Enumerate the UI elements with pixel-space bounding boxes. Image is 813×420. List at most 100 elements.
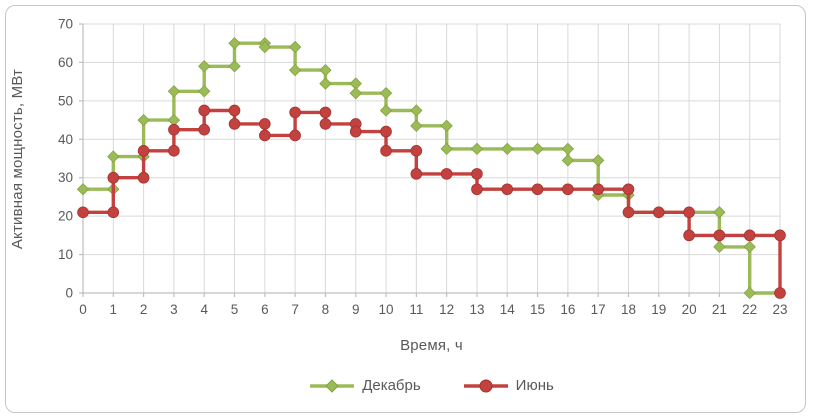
legend-label-december: Декабрь [362,377,421,394]
y-tick-label: 0 [65,286,73,301]
marker-circle [440,168,453,180]
x-tick-label: 2 [140,302,148,317]
marker-circle [107,171,120,184]
marker-circle [592,183,604,196]
x-tick-label: 8 [322,302,330,317]
chart-frame [5,5,806,413]
marker-circle [168,123,180,136]
marker-circle [743,229,756,242]
x-tick-label: 22 [742,302,757,317]
marker-diamond [198,60,211,73]
marker-circle [622,206,635,219]
legend-item-june: Июнь [463,377,554,394]
marker-circle [410,168,423,180]
x-tick-label: 10 [379,302,394,317]
series-line-Декабрь [83,41,780,295]
y-tick-label: 30 [58,170,73,185]
marker-diamond [167,85,181,98]
marker-diamond [561,154,575,167]
legend-line-diamond-icon [310,378,355,393]
x-tick-label: 23 [772,302,787,317]
y-tick-label: 20 [58,209,73,224]
x-tick-label: 5 [231,302,239,317]
marker-diamond [76,183,90,196]
marker-diamond [288,63,302,77]
marker-diamond [198,85,211,98]
marker-circle [774,287,786,299]
marker-circle [137,145,150,157]
marker-diamond [228,37,241,50]
y-tick-label: 50 [58,93,73,108]
x-tick-label: 3 [170,302,178,317]
marker-circle [471,168,483,180]
marker-diamond [531,142,544,156]
x-tick-label: 20 [682,302,697,317]
marker-circle [137,171,150,184]
marker-circle [349,125,362,138]
marker-diamond [713,206,726,219]
marker-diamond [440,119,453,133]
x-tick-label: 17 [591,302,606,317]
marker-circle [683,206,695,219]
marker-circle [228,118,241,130]
x-tick-label: 6 [261,302,269,317]
x-axis-title: Время, ч [400,337,463,354]
x-tick-label: 1 [110,302,118,317]
legend-line-circle-icon [463,379,508,392]
marker-circle [289,129,301,142]
marker-diamond [410,104,423,117]
marker-diamond [379,87,393,100]
marker-circle [774,229,786,242]
marker-diamond [592,154,605,167]
marker-circle [198,104,211,117]
marker-diamond [349,87,362,100]
x-tick-label: 12 [439,302,454,317]
marker-circle [562,183,574,196]
marker-diamond [743,240,756,254]
marker-circle [713,229,726,242]
marker-diamond [561,142,575,156]
x-tick-label: 0 [79,302,87,317]
marker-diamond [379,104,393,117]
marker-circle [259,129,271,142]
legend: Декабрь Июнь [83,377,780,394]
marker-circle [380,125,392,138]
marker-circle [410,145,423,157]
legend-item-december: Декабрь [309,377,421,394]
x-tick-label: 15 [530,302,545,317]
x-tick-label: 11 [409,302,423,317]
marker-circle [471,183,483,196]
marker-diamond [440,142,453,156]
marker-diamond [319,77,332,90]
x-tick-label: 16 [560,302,575,317]
marker-circle [319,118,332,130]
marker-circle [228,104,241,117]
marker-circle [319,106,332,119]
legend-label-june: Июнь [515,377,554,394]
x-tick-label: 7 [291,302,299,317]
marker-circle [501,183,514,196]
marker-circle [289,106,301,119]
marker-diamond [470,142,484,156]
marker-diamond [137,113,150,127]
marker-circle [198,123,211,136]
marker-circle [622,183,635,196]
marker-circle [77,206,89,219]
x-tick-label: 19 [651,302,666,317]
marker-circle [531,183,544,196]
marker-circle [107,206,120,219]
marker-diamond [288,40,302,54]
marker-circle [380,145,392,157]
marker-circle [683,229,695,242]
marker-diamond [107,150,120,163]
marker-diamond [258,40,271,54]
marker-diamond [228,60,241,73]
y-tick-label: 60 [58,55,73,70]
x-tick-label: 13 [469,302,484,317]
x-tick-label: 9 [352,302,360,317]
x-tick-label: 18 [621,302,636,317]
marker-diamond [713,240,726,254]
x-tick-label: 21 [712,302,727,317]
y-tick-label: 40 [58,132,73,147]
